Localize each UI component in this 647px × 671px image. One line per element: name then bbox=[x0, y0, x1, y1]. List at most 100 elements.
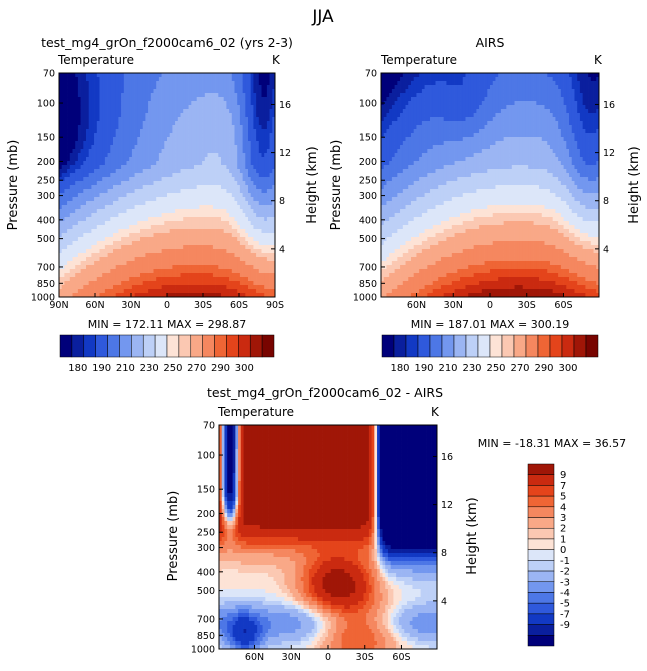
contour-cell bbox=[239, 233, 243, 238]
contour-cell bbox=[188, 249, 192, 254]
contour-cell bbox=[129, 181, 133, 186]
contour-cell bbox=[266, 73, 270, 78]
contour-cell bbox=[250, 197, 254, 202]
contour-cell bbox=[175, 189, 179, 194]
contour-cell bbox=[261, 269, 265, 274]
contour-cell bbox=[451, 81, 455, 86]
contour-cell bbox=[72, 293, 76, 298]
contour-cell bbox=[169, 245, 173, 250]
contour-cell bbox=[269, 101, 273, 106]
contour-cell bbox=[115, 145, 119, 150]
contour-cell bbox=[207, 241, 211, 246]
contour-cell bbox=[231, 277, 235, 282]
contour-cell bbox=[530, 85, 534, 90]
contour-cell bbox=[234, 245, 238, 250]
contour-cell bbox=[427, 85, 431, 90]
contour-cell bbox=[115, 261, 119, 266]
contour-cell bbox=[196, 265, 200, 270]
contour-cell bbox=[107, 197, 111, 202]
contour-cell bbox=[250, 229, 254, 234]
contour-cell bbox=[83, 97, 87, 102]
contour-cell bbox=[164, 89, 168, 94]
contour-cell bbox=[569, 85, 573, 90]
contour-cell bbox=[167, 257, 171, 262]
contour-cell bbox=[80, 205, 84, 210]
contour-cell bbox=[77, 229, 81, 234]
contour-cell bbox=[272, 209, 276, 214]
contour-cell bbox=[142, 261, 146, 266]
contour-cell bbox=[487, 73, 491, 78]
contour-cell bbox=[104, 201, 108, 206]
contour-cell bbox=[264, 285, 268, 290]
contour-cell bbox=[261, 189, 265, 194]
contour-cell bbox=[177, 133, 181, 138]
contour-cell bbox=[202, 101, 206, 106]
contour-cell bbox=[183, 89, 187, 94]
contour-cell bbox=[191, 81, 195, 86]
contour-cell bbox=[123, 285, 127, 290]
contour-cell bbox=[402, 73, 406, 78]
contour-cell bbox=[64, 289, 68, 294]
contour-cell bbox=[156, 253, 160, 258]
contour-cell bbox=[194, 165, 198, 170]
contour-cell bbox=[94, 221, 98, 226]
contour-cell bbox=[245, 157, 249, 162]
contour-cell bbox=[150, 257, 154, 262]
contour-cell bbox=[410, 93, 415, 98]
contour-cell bbox=[156, 109, 160, 114]
contour-cell bbox=[253, 213, 257, 218]
contour-cell bbox=[226, 85, 230, 90]
contour-cell bbox=[83, 217, 87, 222]
contour-cell bbox=[153, 89, 157, 94]
contour-cell bbox=[212, 173, 216, 178]
contour-cell bbox=[61, 245, 65, 250]
contour-cell bbox=[142, 85, 146, 90]
contour-cell bbox=[261, 289, 265, 294]
contour-cell bbox=[145, 261, 149, 266]
contour-cell bbox=[210, 201, 214, 206]
contour-cell bbox=[237, 193, 241, 198]
contour-cell bbox=[212, 217, 216, 222]
contour-cell bbox=[245, 181, 249, 186]
contour-cell bbox=[191, 149, 195, 154]
contour-cell bbox=[86, 109, 90, 114]
contour-cell bbox=[118, 261, 122, 266]
contour-cell bbox=[172, 213, 176, 218]
contour-cell bbox=[156, 281, 160, 286]
contour-cell bbox=[269, 77, 273, 82]
contour-cell bbox=[110, 185, 114, 190]
contour-cell bbox=[126, 121, 130, 126]
contour-cell bbox=[167, 289, 171, 294]
contour-cell bbox=[210, 229, 214, 234]
contour-cell bbox=[256, 161, 260, 166]
contour-cell bbox=[266, 129, 270, 134]
contour-cell bbox=[199, 209, 203, 214]
contour-cell bbox=[150, 129, 154, 134]
contour-cell bbox=[183, 189, 187, 194]
contour-cell bbox=[183, 249, 187, 254]
contour-cell bbox=[134, 109, 138, 114]
contour-cell bbox=[234, 289, 238, 294]
contour-cell bbox=[250, 161, 254, 166]
contour-cell bbox=[86, 133, 90, 138]
contour-cell bbox=[115, 289, 119, 294]
contour-cell bbox=[530, 81, 534, 86]
contour-cell bbox=[175, 181, 179, 186]
contour-cell bbox=[164, 213, 168, 218]
contour-cell bbox=[226, 125, 230, 130]
contour-cell bbox=[113, 169, 117, 174]
contour-cell bbox=[113, 257, 117, 262]
contour-cell bbox=[207, 205, 211, 210]
contour-cell bbox=[196, 189, 200, 194]
contour-cell bbox=[383, 81, 387, 86]
contour-cell bbox=[88, 285, 92, 290]
contour-cell bbox=[129, 277, 133, 282]
contour-cell bbox=[67, 241, 71, 246]
contour-cell bbox=[167, 233, 171, 238]
contour-cell bbox=[261, 205, 265, 210]
contour-cell bbox=[107, 121, 111, 126]
contour-cell bbox=[75, 245, 79, 250]
contour-cell bbox=[234, 225, 238, 230]
contour-cell bbox=[177, 265, 181, 270]
contour-cell bbox=[69, 145, 73, 150]
